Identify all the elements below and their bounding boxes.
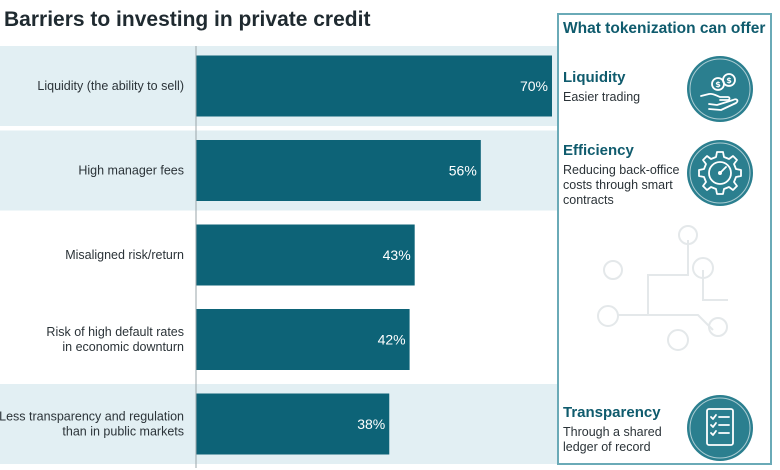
benefit-name: Efficiency — [563, 142, 634, 159]
category-label: Less transparency and regulation — [0, 410, 184, 424]
benefit-name: Transparency — [563, 404, 661, 421]
bar-chart: 70% Liquidity (the ability to sell) 56% Hig… — [0, 46, 557, 468]
svg-text:$: $ — [715, 80, 721, 89]
benefit-name: Liquidity — [563, 69, 626, 86]
bar — [196, 224, 415, 286]
panel-title: What tokenization can offer — [563, 20, 766, 37]
bar — [196, 309, 410, 370]
value-label: 42% — [378, 332, 406, 348]
value-label: 56% — [449, 163, 477, 179]
benefit-desc: Reducing back-office costs through smart… — [563, 163, 680, 207]
tokenization-panel: What tokenization can offer Liquidity Ea… — [557, 13, 772, 465]
bar — [196, 55, 552, 117]
value-label: 38% — [357, 416, 385, 432]
checklist-icon — [687, 395, 753, 461]
value-label: 70% — [520, 78, 548, 94]
circuit-decoration-icon — [597, 225, 728, 351]
benefit-liquidity: Liquidity Easier trading — [563, 69, 688, 105]
bar — [196, 140, 481, 201]
gear-gauge-icon — [687, 140, 753, 206]
category-label: in economic downturn — [62, 340, 184, 354]
category-label: High manager fees — [78, 164, 184, 178]
category-label: than in public markets — [62, 425, 184, 439]
chart-title: Barriers to investing in private credit — [4, 8, 371, 31]
value-label: 43% — [383, 247, 411, 263]
category-label: Liquidity (the ability to sell) — [37, 79, 184, 93]
benefit-desc: Easier trading — [563, 90, 641, 104]
category-label: Risk of high default rates — [46, 325, 184, 339]
benefit-desc: Through a shared ledger of record — [563, 425, 662, 454]
bar — [196, 393, 390, 455]
benefit-transparency: Transparency Through a shared ledger of … — [563, 404, 688, 455]
category-label: Misaligned risk/return — [65, 248, 184, 262]
svg-text:$: $ — [726, 76, 732, 85]
hand-coins-icon: $ $ — [687, 56, 753, 122]
benefit-efficiency: Efficiency Reducing back-office costs th… — [563, 142, 688, 208]
